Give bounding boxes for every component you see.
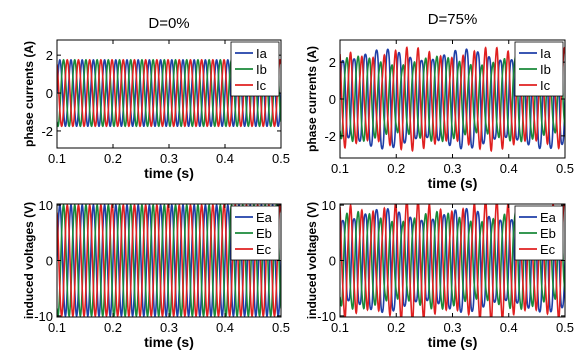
x-tick-label: 0.1 [48, 320, 66, 335]
x-axis-label: time (s) [144, 165, 194, 181]
legend-label-ia: Ia [540, 46, 552, 61]
y-tick-label: 10 [39, 198, 53, 213]
x-tick-label: 0.5 [556, 320, 574, 335]
y-tick-label: -2 [41, 124, 53, 139]
x-tick-label: 0.1 [331, 320, 349, 335]
y-tick-label: 2 [329, 55, 336, 70]
x-tick-label: 0.2 [387, 161, 405, 176]
x-tick-label: 0.1 [48, 151, 66, 166]
x-tick-label: 0.3 [443, 161, 461, 176]
y-tick-label: 0 [46, 86, 53, 101]
y-axis-label: induced voltages (V) [305, 202, 319, 319]
x-tick-label: 0.5 [556, 161, 574, 176]
legend-label-ia: Ia [256, 46, 268, 61]
x-tick-label: 0.5 [272, 320, 290, 335]
subplot-2: 0.1 0.2 0.3 0.4 0.5 2 0 -2 time (s) phase current… [305, 11, 574, 191]
y-axis-label: induced voltages (V) [22, 202, 36, 319]
y-tick-label: 10 [322, 198, 336, 213]
y-tick-label: 0 [46, 254, 53, 269]
x-tick-label: 0.3 [160, 320, 178, 335]
x-tick-label: 0.2 [387, 320, 405, 335]
x-tick-label: 0.5 [272, 151, 290, 166]
legend-label-eb: Eb [540, 226, 556, 241]
x-tick-label: 0.4 [216, 320, 234, 335]
y-tick-label: 0 [329, 254, 336, 269]
x-tick-label: 0.3 [443, 320, 461, 335]
legend-label-ib: Ib [540, 62, 551, 77]
x-tick-label: 0.3 [160, 151, 178, 166]
subplot-3: 0.1 0.2 0.3 0.4 0.5 10 0 -10 time (s) induced vol… [22, 198, 290, 350]
y-tick-label: 2 [46, 48, 53, 63]
legend-label-ib: Ib [256, 62, 267, 77]
legend-label-ea: Ea [256, 210, 273, 225]
legend-label-ea: Ea [540, 210, 557, 225]
x-tick-label: 0.2 [104, 151, 122, 166]
series-line-ec [57, 204, 281, 317]
legend-label-ic: Ic [540, 78, 551, 93]
x-tick-label: 0.4 [216, 151, 234, 166]
y-tick-label: -10 [34, 309, 53, 324]
legend-label-ec: Ec [540, 242, 556, 257]
x-axis-label: time (s) [144, 334, 194, 350]
legend-label-ic: Ic [256, 78, 267, 93]
series-line-ea [340, 207, 565, 314]
x-tick-label: 0.4 [500, 161, 518, 176]
chart-title: D=0% [148, 15, 189, 32]
subplot-1: 0.1 0.2 0.3 0.4 0.5 2 0 -2 time (s) phase current… [22, 15, 290, 181]
legend-label-ec: Ec [256, 242, 272, 257]
subplot-4: 0.1 0.2 0.3 0.4 0.5 10 0 -10 time (s) induced vol… [305, 198, 574, 350]
series-line-ea [57, 204, 281, 317]
y-tick-label: -2 [324, 129, 336, 144]
x-tick-label: 0.1 [331, 161, 349, 176]
y-axis-label: phase currents (A) [305, 46, 319, 152]
legend-label-eb: Eb [256, 226, 272, 241]
y-tick-label: -10 [317, 309, 336, 324]
x-axis-label: time (s) [428, 175, 478, 191]
series-line-ia [57, 59, 281, 127]
y-axis-label: phase currents (A) [22, 41, 36, 147]
x-axis-label: time (s) [428, 334, 478, 350]
y-tick-label: 0 [329, 92, 336, 107]
series-line-ia [340, 48, 565, 150]
x-tick-label: 0.2 [104, 320, 122, 335]
chart-title: D=75% [428, 11, 478, 28]
x-tick-label: 0.4 [500, 320, 518, 335]
